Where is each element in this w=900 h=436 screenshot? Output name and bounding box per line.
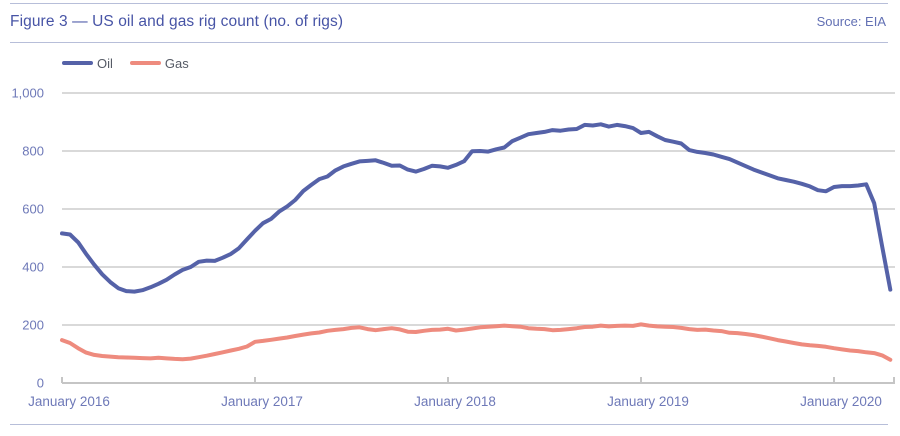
y-axis-label: 200 (22, 318, 44, 333)
x-axis-label: January 2018 (414, 394, 496, 409)
y-axis-label: 600 (22, 202, 44, 217)
chart-legend: Oil Gas (62, 55, 189, 71)
x-axis-label: January 2020 (800, 394, 882, 409)
top-divider (10, 3, 888, 4)
header-divider (10, 42, 888, 43)
legend-swatch-gas (129, 61, 161, 65)
legend-item-oil: Oil (62, 56, 113, 71)
figure-header: Figure 3 — US oil and gas rig count (no.… (10, 13, 886, 31)
oil-line (60, 122, 893, 294)
legend-label-gas: Gas (164, 55, 189, 71)
y-axis-label: 0 (37, 376, 44, 391)
y-axis-label: 800 (22, 144, 44, 159)
x-axis-label: January 2017 (221, 394, 303, 409)
legend-label-oil: Oil (97, 55, 113, 71)
bottom-divider (10, 424, 888, 425)
y-axis-label: 1,000 (11, 86, 44, 101)
figure-title: Figure 3 — US oil and gas rig count (no.… (10, 13, 344, 30)
legend-item-gas: Gas (129, 55, 189, 71)
x-axis-label: January 2019 (607, 394, 689, 409)
gas-line (60, 322, 893, 362)
source-label: Source: EIA (816, 14, 886, 29)
x-axis-label: January 2016 (28, 394, 110, 409)
y-axis-label: 400 (22, 260, 44, 275)
legend-swatch-oil (62, 61, 93, 65)
